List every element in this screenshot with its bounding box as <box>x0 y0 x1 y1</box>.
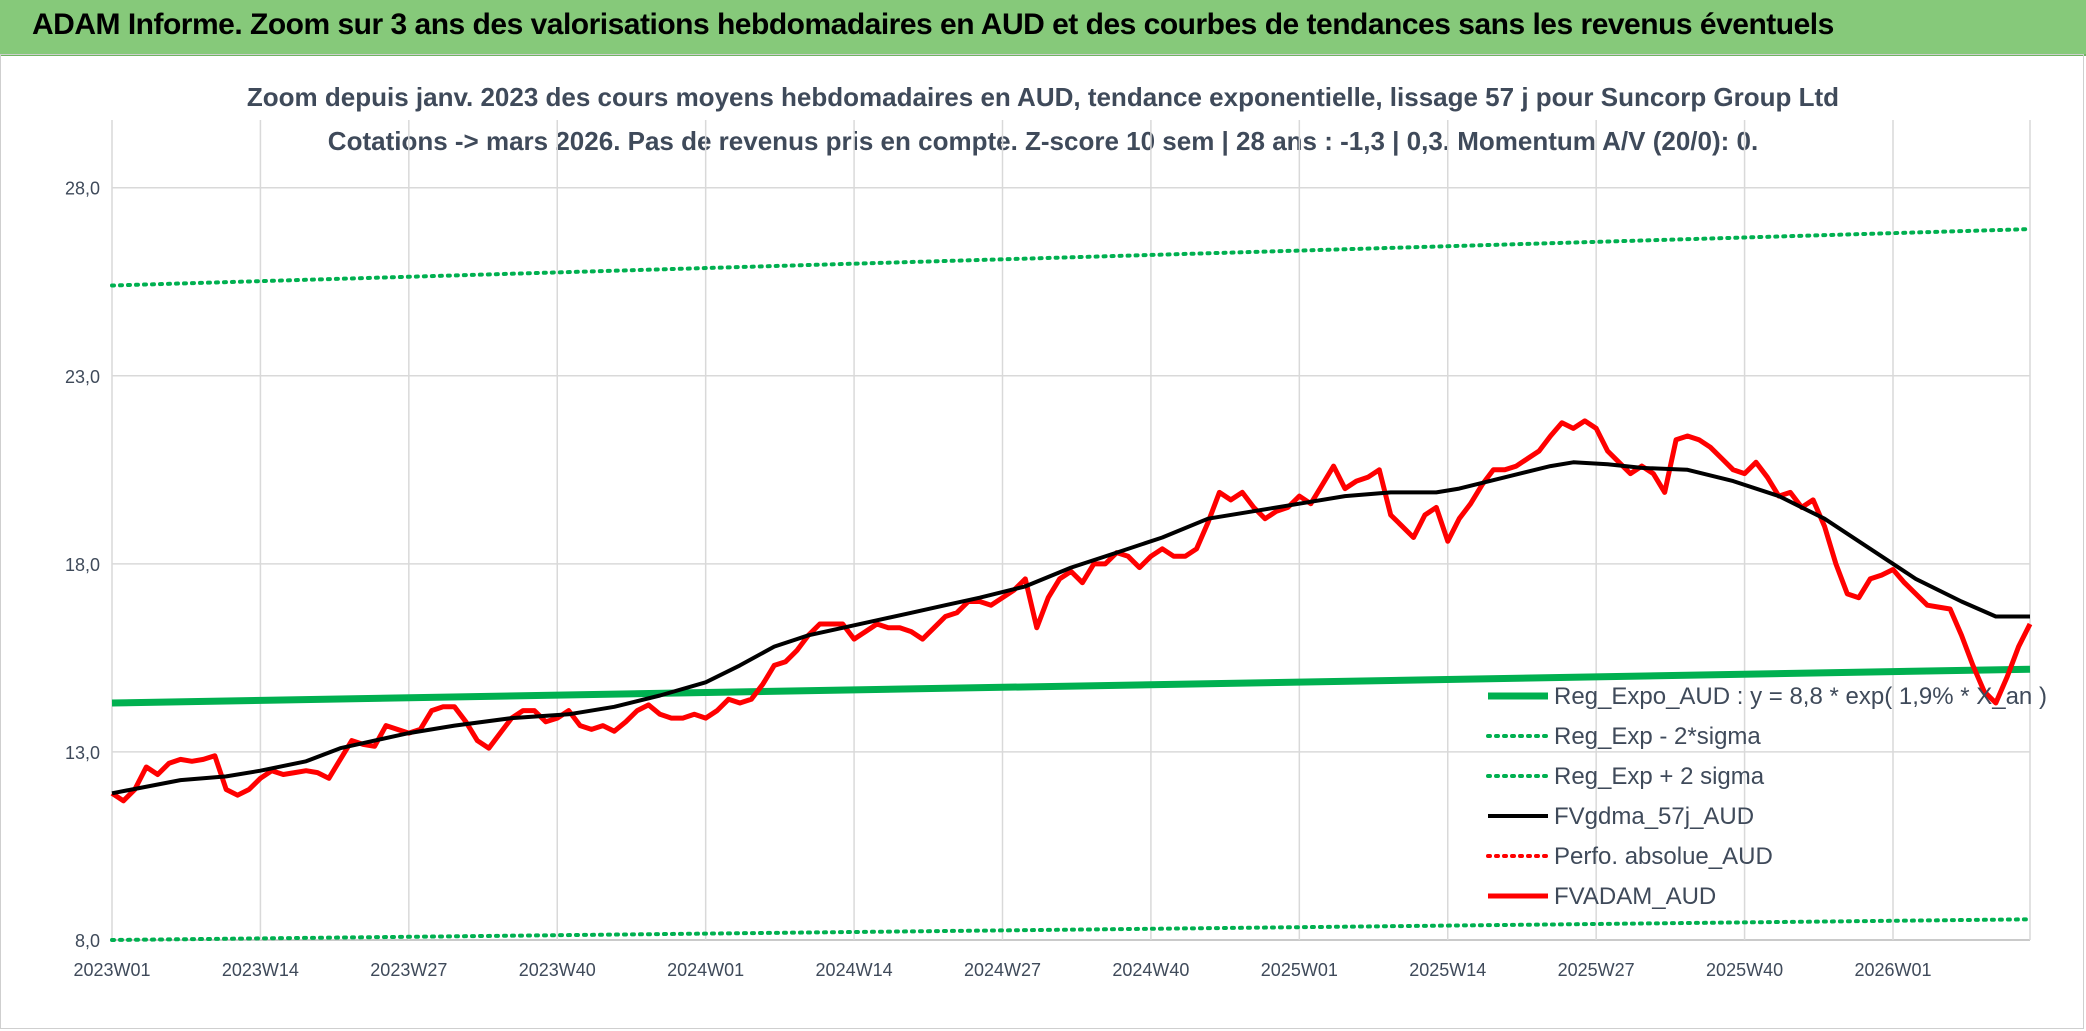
x-tick-label: 2024W40 <box>1112 960 1189 980</box>
x-tick-label: 2025W14 <box>1409 960 1486 980</box>
series-line-3 <box>111 460 2030 796</box>
y-axis-ticks: 8,0 13,0 18,0 23,0 28,0 <box>65 179 100 951</box>
report-banner: ADAM Informe. Zoom sur 3 ans des valoris… <box>0 0 2086 56</box>
x-tick-label: 2024W27 <box>964 960 1041 980</box>
legend-label: FVgdma_57j_AUD <box>1554 803 1754 830</box>
legend-label: FVADAM_AUD <box>1554 883 1716 910</box>
legend-label: Reg_Expo_AUD : y = 8,8 * exp( 1,9% * X_a… <box>1554 683 2047 710</box>
x-tick-label: 2023W01 <box>73 960 150 980</box>
x-tick-label: 2025W40 <box>1706 960 1783 980</box>
report-title: ADAM Informe. Zoom sur 3 ans des valoris… <box>32 8 1834 41</box>
legend-label: Reg_Exp - 2*sigma <box>1554 723 1761 750</box>
y-tick-label: 13,0 <box>65 743 100 763</box>
x-axis-ticks: 2023W01 2023W14 2023W27 2023W40 2024W01 2024W… <box>73 960 1931 980</box>
x-tick-label: 2024W14 <box>816 960 893 980</box>
x-tick-label: 2023W14 <box>222 960 299 980</box>
series-lines <box>110 227 2033 942</box>
chart-frame <box>0 54 2084 1029</box>
chart-title-line1: Zoom depuis janv. 2023 des cours moyens … <box>246 82 1840 112</box>
legend-label: Perfo. absolue_AUD <box>1554 843 1773 870</box>
legend-label: Reg_Exp + 2 sigma <box>1554 763 1765 790</box>
x-tick-label: 2023W27 <box>370 960 447 980</box>
series-line-2 <box>110 227 2032 288</box>
chart-title-line2: Cotations -> mars 2026. Pas de revenus p… <box>327 126 1759 156</box>
series-line-0 <box>111 665 2031 707</box>
legend: Reg_Expo_AUD : y = 8,8 * exp( 1,9% * X_a… <box>1486 683 2047 910</box>
x-tick-label: 2025W27 <box>1558 960 1635 980</box>
series-line-1 <box>110 917 2032 942</box>
y-tick-label: 28,0 <box>65 179 100 199</box>
series-line-5 <box>110 418 2033 804</box>
y-tick-label: 8,0 <box>75 931 100 951</box>
x-tick-label: 2024W01 <box>667 960 744 980</box>
y-tick-label: 18,0 <box>65 555 100 575</box>
x-tick-label: 2025W01 <box>1261 960 1338 980</box>
x-tick-label: 2026W01 <box>1854 960 1931 980</box>
grid-lines <box>111 120 2031 941</box>
y-tick-label: 23,0 <box>65 367 100 387</box>
x-tick-label: 2023W40 <box>519 960 596 980</box>
